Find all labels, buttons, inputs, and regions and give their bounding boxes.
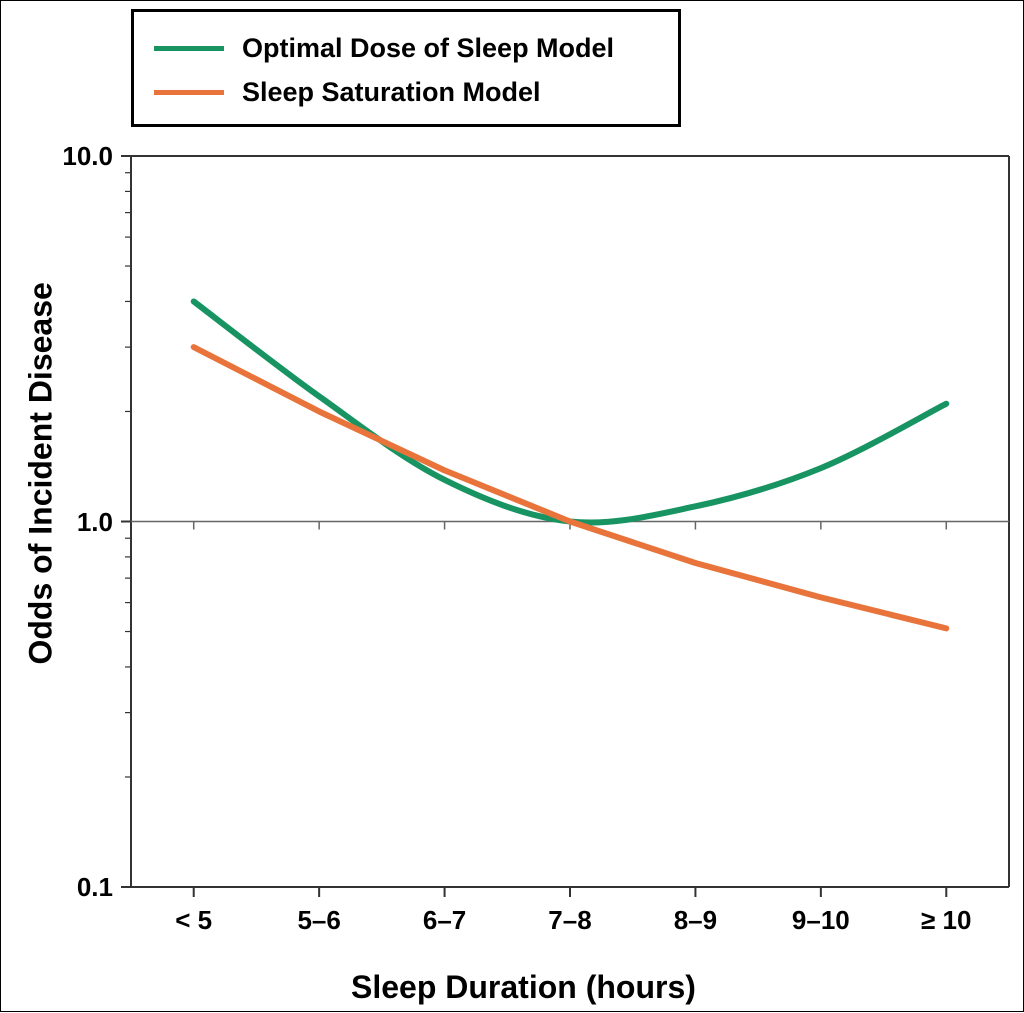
- y-axis-title: Odds of Incident Disease: [23, 315, 60, 665]
- y-tick-label: 0.1: [77, 872, 113, 903]
- x-tick-label: 9–10: [781, 905, 861, 936]
- x-tick-label: 7–8: [530, 905, 610, 936]
- chart-container: Optimal Dose of Sleep Model Sleep Satura…: [0, 0, 1024, 1012]
- x-tick-label: ≥ 10: [906, 905, 986, 936]
- chart-svg: [1, 1, 1024, 1013]
- y-tick-label: 1.0: [77, 507, 113, 538]
- x-tick-label: 5–6: [279, 905, 359, 936]
- x-tick-label: < 5: [154, 905, 234, 936]
- x-tick-label: 6–7: [405, 905, 485, 936]
- x-axis-title: Sleep Duration (hours): [351, 969, 696, 1006]
- y-tick-label: 10.0: [62, 141, 113, 172]
- x-tick-label: 8–9: [655, 905, 735, 936]
